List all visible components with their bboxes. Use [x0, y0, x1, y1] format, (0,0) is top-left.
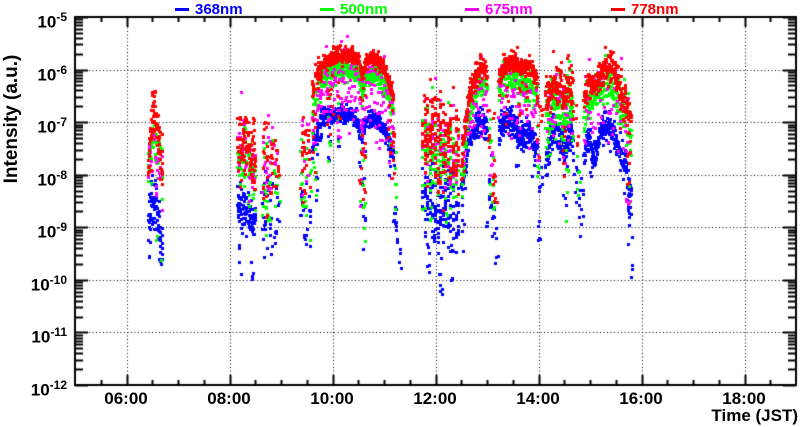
- y-tick-label-1e-6: 10-6: [37, 63, 67, 85]
- y-tick-label-1e-11: 10-11: [31, 325, 67, 347]
- x-axis-title: Time (JST): [711, 406, 798, 425]
- x-tick-label-1000: 10:00: [310, 389, 354, 408]
- x-tick-label-0800: 08:00: [207, 389, 251, 408]
- legend-marker-778nm-icon: [611, 7, 625, 11]
- y-tick-label-1e-8: 10-8: [37, 168, 67, 190]
- legend-label-778nm: 778nm: [631, 0, 679, 18]
- legend-marker-368nm-icon: [175, 7, 189, 11]
- legend-label-500nm: 500nm: [340, 0, 388, 18]
- legend-label-675nm: 675nm: [485, 0, 533, 18]
- y-tick-label-1e-10: 10-10: [30, 273, 67, 295]
- x-tick-label-0600: 06:00: [104, 389, 148, 408]
- x-tick-label-1200: 12:00: [413, 389, 457, 408]
- x-tick-label-1800: 18:00: [722, 389, 766, 408]
- legend-item-778nm: 778nm: [611, 1, 679, 17]
- legend-marker-675nm-icon: [465, 7, 479, 11]
- y-tick-label-1e-5: 10-5: [37, 10, 67, 32]
- legend-item-368nm: 368nm: [175, 1, 243, 17]
- x-tick-label-1400: 14:00: [516, 389, 560, 408]
- y-tick-label-1e-12: 10-12: [30, 378, 67, 400]
- y-tick-label-1e-9: 10-9: [37, 220, 67, 242]
- legend-item-675nm: 675nm: [465, 1, 533, 17]
- legend-marker-500nm-icon: [320, 7, 334, 11]
- legend-label-368nm: 368nm: [195, 0, 243, 18]
- legend-item-500nm: 500nm: [320, 1, 388, 17]
- y-tick-label-1e-7: 10-7: [37, 115, 67, 137]
- x-tick-label-1600: 16:00: [619, 389, 663, 408]
